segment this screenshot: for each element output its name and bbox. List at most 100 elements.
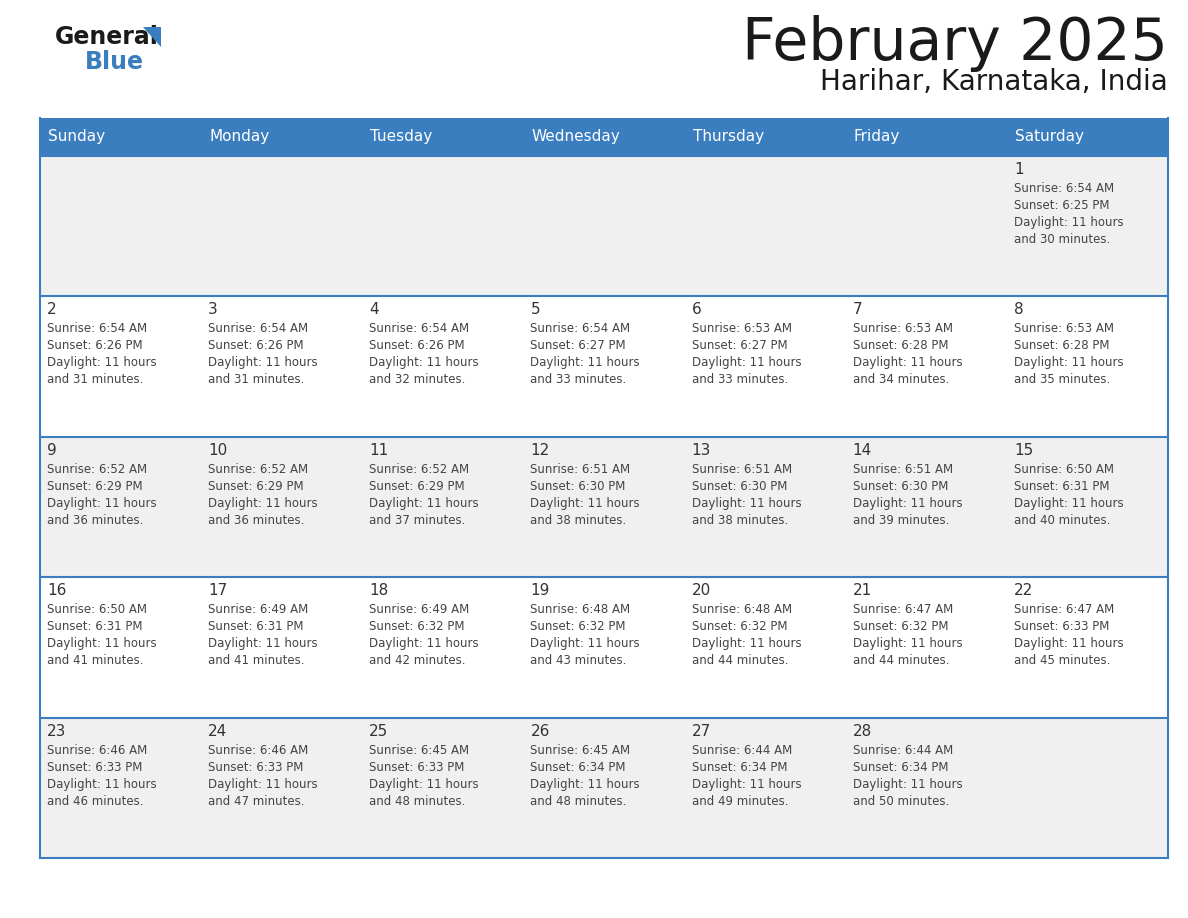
Text: 11: 11 xyxy=(369,442,388,458)
Text: Monday: Monday xyxy=(209,129,270,144)
Text: 7: 7 xyxy=(853,302,862,318)
Bar xyxy=(40,718,1168,858)
Text: and 33 minutes.: and 33 minutes. xyxy=(691,374,788,386)
Text: Sunset: 6:31 PM: Sunset: 6:31 PM xyxy=(48,621,143,633)
Text: 4: 4 xyxy=(369,302,379,318)
Text: Sunset: 6:33 PM: Sunset: 6:33 PM xyxy=(208,761,303,774)
Text: General: General xyxy=(55,25,159,49)
Text: and 31 minutes.: and 31 minutes. xyxy=(208,374,304,386)
Text: Tuesday: Tuesday xyxy=(371,129,432,144)
Text: Sunrise: 6:50 AM: Sunrise: 6:50 AM xyxy=(1013,463,1114,476)
Text: Sunset: 6:29 PM: Sunset: 6:29 PM xyxy=(369,480,465,493)
Text: Daylight: 11 hours: Daylight: 11 hours xyxy=(691,356,801,369)
Text: Sunrise: 6:48 AM: Sunrise: 6:48 AM xyxy=(530,603,631,616)
Text: Sunset: 6:30 PM: Sunset: 6:30 PM xyxy=(691,480,786,493)
Text: and 34 minutes.: and 34 minutes. xyxy=(853,374,949,386)
Bar xyxy=(40,118,1168,156)
Text: and 30 minutes.: and 30 minutes. xyxy=(1013,233,1110,246)
Text: 16: 16 xyxy=(48,583,67,599)
Text: and 42 minutes.: and 42 minutes. xyxy=(369,655,466,667)
Text: Sunset: 6:29 PM: Sunset: 6:29 PM xyxy=(208,480,304,493)
Text: Daylight: 11 hours: Daylight: 11 hours xyxy=(208,356,317,369)
Text: and 48 minutes.: and 48 minutes. xyxy=(369,795,466,808)
Text: 24: 24 xyxy=(208,723,227,739)
Text: Sunrise: 6:53 AM: Sunrise: 6:53 AM xyxy=(853,322,953,335)
Text: and 40 minutes.: and 40 minutes. xyxy=(1013,514,1111,527)
Text: Sunset: 6:31 PM: Sunset: 6:31 PM xyxy=(1013,480,1110,493)
Text: Daylight: 11 hours: Daylight: 11 hours xyxy=(853,778,962,790)
Text: Sunset: 6:33 PM: Sunset: 6:33 PM xyxy=(369,761,465,774)
Text: Sunday: Sunday xyxy=(48,129,105,144)
Text: Daylight: 11 hours: Daylight: 11 hours xyxy=(853,497,962,509)
Text: Sunrise: 6:52 AM: Sunrise: 6:52 AM xyxy=(369,463,469,476)
Text: Daylight: 11 hours: Daylight: 11 hours xyxy=(530,356,640,369)
Text: 2: 2 xyxy=(48,302,57,318)
Text: Harihar, Karnataka, India: Harihar, Karnataka, India xyxy=(820,68,1168,96)
Text: Daylight: 11 hours: Daylight: 11 hours xyxy=(369,356,479,369)
Text: 28: 28 xyxy=(853,723,872,739)
Bar xyxy=(40,156,1168,297)
Text: 19: 19 xyxy=(530,583,550,599)
Text: Sunset: 6:29 PM: Sunset: 6:29 PM xyxy=(48,480,143,493)
Text: and 43 minutes.: and 43 minutes. xyxy=(530,655,627,667)
Text: Sunset: 6:26 PM: Sunset: 6:26 PM xyxy=(369,340,465,353)
Text: Sunset: 6:26 PM: Sunset: 6:26 PM xyxy=(208,340,304,353)
Text: and 32 minutes.: and 32 minutes. xyxy=(369,374,466,386)
Text: and 41 minutes.: and 41 minutes. xyxy=(208,655,304,667)
Polygon shape xyxy=(143,27,162,47)
Text: 8: 8 xyxy=(1013,302,1024,318)
Text: Sunset: 6:30 PM: Sunset: 6:30 PM xyxy=(853,480,948,493)
Text: 21: 21 xyxy=(853,583,872,599)
Bar xyxy=(40,437,1168,577)
Text: 12: 12 xyxy=(530,442,550,458)
Text: Daylight: 11 hours: Daylight: 11 hours xyxy=(530,778,640,790)
Text: Daylight: 11 hours: Daylight: 11 hours xyxy=(48,356,157,369)
Text: Daylight: 11 hours: Daylight: 11 hours xyxy=(1013,637,1124,650)
Text: Daylight: 11 hours: Daylight: 11 hours xyxy=(48,497,157,509)
Text: Daylight: 11 hours: Daylight: 11 hours xyxy=(208,637,317,650)
Text: Sunrise: 6:54 AM: Sunrise: 6:54 AM xyxy=(530,322,631,335)
Text: 20: 20 xyxy=(691,583,710,599)
Text: 6: 6 xyxy=(691,302,701,318)
Text: and 35 minutes.: and 35 minutes. xyxy=(1013,374,1110,386)
Text: Sunrise: 6:52 AM: Sunrise: 6:52 AM xyxy=(48,463,147,476)
Text: Sunrise: 6:51 AM: Sunrise: 6:51 AM xyxy=(691,463,791,476)
Text: 26: 26 xyxy=(530,723,550,739)
Text: and 36 minutes.: and 36 minutes. xyxy=(208,514,304,527)
Text: Daylight: 11 hours: Daylight: 11 hours xyxy=(208,497,317,509)
Text: Sunset: 6:27 PM: Sunset: 6:27 PM xyxy=(530,340,626,353)
Text: Daylight: 11 hours: Daylight: 11 hours xyxy=(369,778,479,790)
Text: Sunset: 6:31 PM: Sunset: 6:31 PM xyxy=(208,621,304,633)
Text: February 2025: February 2025 xyxy=(742,15,1168,72)
Text: Sunrise: 6:45 AM: Sunrise: 6:45 AM xyxy=(369,744,469,756)
Text: Sunrise: 6:51 AM: Sunrise: 6:51 AM xyxy=(530,463,631,476)
Text: Sunrise: 6:54 AM: Sunrise: 6:54 AM xyxy=(369,322,469,335)
Text: and 41 minutes.: and 41 minutes. xyxy=(48,655,144,667)
Text: and 36 minutes.: and 36 minutes. xyxy=(48,514,144,527)
Text: Friday: Friday xyxy=(854,129,901,144)
Text: Sunrise: 6:53 AM: Sunrise: 6:53 AM xyxy=(1013,322,1114,335)
Text: 23: 23 xyxy=(48,723,67,739)
Text: Daylight: 11 hours: Daylight: 11 hours xyxy=(208,778,317,790)
Text: Sunset: 6:34 PM: Sunset: 6:34 PM xyxy=(530,761,626,774)
Text: Sunrise: 6:49 AM: Sunrise: 6:49 AM xyxy=(369,603,469,616)
Text: Sunset: 6:33 PM: Sunset: 6:33 PM xyxy=(48,761,143,774)
Text: Sunset: 6:32 PM: Sunset: 6:32 PM xyxy=(853,621,948,633)
Text: Sunrise: 6:47 AM: Sunrise: 6:47 AM xyxy=(853,603,953,616)
Text: Sunset: 6:28 PM: Sunset: 6:28 PM xyxy=(1013,340,1110,353)
Text: Daylight: 11 hours: Daylight: 11 hours xyxy=(369,637,479,650)
Text: and 39 minutes.: and 39 minutes. xyxy=(853,514,949,527)
Text: 15: 15 xyxy=(1013,442,1034,458)
Text: Sunset: 6:33 PM: Sunset: 6:33 PM xyxy=(1013,621,1110,633)
Text: and 45 minutes.: and 45 minutes. xyxy=(1013,655,1111,667)
Text: 5: 5 xyxy=(530,302,541,318)
Text: and 38 minutes.: and 38 minutes. xyxy=(530,514,627,527)
Text: Sunrise: 6:51 AM: Sunrise: 6:51 AM xyxy=(853,463,953,476)
Text: and 49 minutes.: and 49 minutes. xyxy=(691,795,788,808)
Text: Sunrise: 6:54 AM: Sunrise: 6:54 AM xyxy=(1013,182,1114,195)
Text: Sunset: 6:32 PM: Sunset: 6:32 PM xyxy=(691,621,788,633)
Text: Sunrise: 6:48 AM: Sunrise: 6:48 AM xyxy=(691,603,791,616)
Text: Sunrise: 6:46 AM: Sunrise: 6:46 AM xyxy=(48,744,147,756)
Text: Sunset: 6:28 PM: Sunset: 6:28 PM xyxy=(853,340,948,353)
Text: and 47 minutes.: and 47 minutes. xyxy=(208,795,304,808)
